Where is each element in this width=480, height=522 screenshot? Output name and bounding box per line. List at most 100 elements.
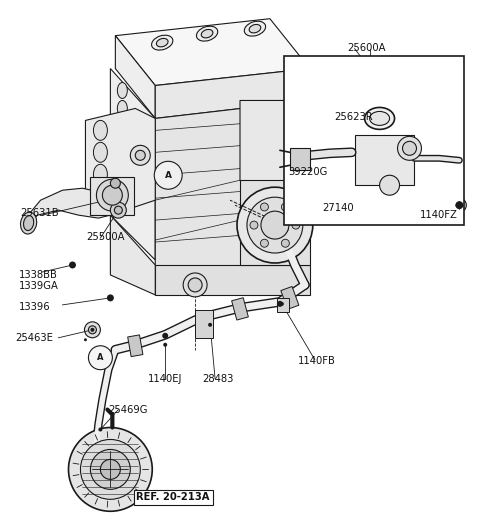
Polygon shape	[232, 298, 248, 320]
Circle shape	[277, 301, 283, 307]
Circle shape	[452, 198, 467, 212]
Circle shape	[456, 201, 463, 209]
Text: A: A	[97, 353, 104, 362]
Ellipse shape	[196, 26, 218, 41]
Circle shape	[90, 328, 95, 332]
Text: 1140EJ: 1140EJ	[148, 374, 183, 384]
Circle shape	[380, 175, 399, 195]
Polygon shape	[115, 35, 155, 118]
Circle shape	[110, 202, 126, 218]
Ellipse shape	[117, 118, 127, 134]
Circle shape	[208, 323, 212, 327]
Bar	[277, 298, 289, 312]
Bar	[290, 148, 310, 170]
Text: 1140FB: 1140FB	[298, 355, 336, 366]
Ellipse shape	[94, 164, 108, 184]
Circle shape	[98, 428, 102, 432]
Text: 1338BB: 1338BB	[19, 270, 58, 280]
Bar	[195, 310, 213, 338]
Ellipse shape	[365, 108, 395, 129]
Circle shape	[387, 183, 392, 187]
Circle shape	[188, 278, 202, 292]
Circle shape	[114, 206, 122, 214]
Text: 25631B: 25631B	[21, 208, 59, 218]
Polygon shape	[23, 188, 110, 230]
Circle shape	[84, 338, 87, 341]
Circle shape	[358, 156, 361, 160]
Polygon shape	[281, 287, 299, 310]
Circle shape	[261, 239, 268, 247]
Text: 1339GA: 1339GA	[19, 281, 59, 291]
Circle shape	[107, 294, 114, 301]
Circle shape	[135, 150, 145, 160]
Text: 1140FZ: 1140FZ	[420, 210, 457, 220]
Circle shape	[81, 440, 140, 500]
Circle shape	[88, 346, 112, 370]
Circle shape	[250, 221, 258, 229]
Polygon shape	[240, 180, 310, 265]
Circle shape	[96, 179, 128, 211]
Circle shape	[183, 273, 207, 297]
Ellipse shape	[156, 39, 168, 47]
Text: 13396: 13396	[19, 302, 50, 312]
Circle shape	[102, 185, 122, 205]
Circle shape	[69, 428, 152, 511]
Text: 25500A: 25500A	[86, 232, 125, 242]
Circle shape	[292, 221, 300, 229]
Circle shape	[113, 196, 117, 200]
Text: 39220G: 39220G	[288, 167, 327, 177]
Ellipse shape	[201, 29, 213, 38]
Circle shape	[108, 296, 112, 300]
Circle shape	[247, 197, 303, 253]
Ellipse shape	[21, 212, 36, 234]
Circle shape	[88, 326, 96, 334]
Ellipse shape	[117, 136, 127, 152]
Text: 25463E: 25463E	[16, 333, 54, 343]
Text: 25469G: 25469G	[108, 405, 148, 414]
Circle shape	[162, 333, 168, 339]
Polygon shape	[85, 109, 155, 215]
Polygon shape	[115, 19, 310, 86]
Ellipse shape	[117, 100, 127, 116]
Circle shape	[281, 203, 289, 211]
Ellipse shape	[94, 186, 108, 206]
Circle shape	[90, 449, 130, 489]
Ellipse shape	[94, 143, 108, 162]
Polygon shape	[155, 265, 310, 295]
Circle shape	[69, 262, 76, 268]
Polygon shape	[110, 68, 155, 260]
Ellipse shape	[152, 35, 173, 50]
Circle shape	[403, 141, 417, 156]
Circle shape	[281, 239, 289, 247]
Text: A: A	[165, 171, 172, 180]
Polygon shape	[128, 335, 143, 357]
Circle shape	[163, 343, 167, 347]
Text: 25600A: 25600A	[348, 43, 386, 53]
Circle shape	[130, 145, 150, 165]
Circle shape	[397, 136, 421, 160]
Circle shape	[100, 459, 120, 479]
Polygon shape	[155, 68, 310, 118]
Circle shape	[110, 178, 120, 188]
Circle shape	[280, 302, 284, 306]
Polygon shape	[110, 215, 155, 295]
Circle shape	[378, 116, 382, 121]
Bar	[284, 56, 464, 225]
Ellipse shape	[370, 111, 390, 125]
Circle shape	[261, 203, 268, 211]
Ellipse shape	[117, 82, 127, 99]
Bar	[90, 177, 134, 215]
Ellipse shape	[244, 21, 265, 36]
Circle shape	[71, 263, 74, 267]
Circle shape	[237, 187, 313, 263]
Polygon shape	[155, 100, 310, 285]
Bar	[355, 135, 415, 185]
Ellipse shape	[94, 121, 108, 140]
Circle shape	[154, 161, 182, 189]
Polygon shape	[240, 100, 310, 265]
Text: REF. 20-213A: REF. 20-213A	[136, 492, 210, 502]
Text: 27140: 27140	[322, 203, 353, 213]
Circle shape	[368, 67, 372, 70]
Circle shape	[84, 322, 100, 338]
Text: 28483: 28483	[202, 374, 233, 384]
